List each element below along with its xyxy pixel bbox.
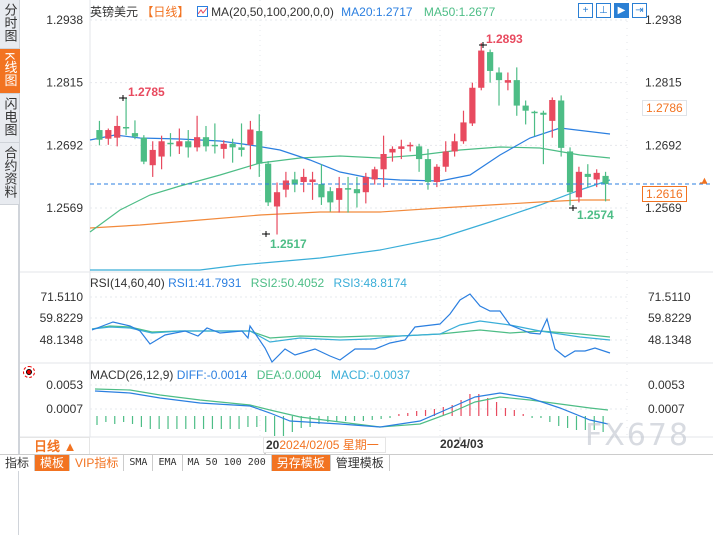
svg-text:1.2938: 1.2938 <box>46 13 83 27</box>
rsi-params: RSI(14,60,40) <box>90 276 165 290</box>
svg-text:71.5110: 71.5110 <box>41 290 84 304</box>
svg-text:1.2574: 1.2574 <box>577 208 614 222</box>
svg-text:1.2815: 1.2815 <box>46 76 83 90</box>
svg-text:1.2692: 1.2692 <box>645 138 682 152</box>
macd-legend: MACD(26,12,9) DIFF:-0.0014 DEA:0.0004 MA… <box>90 368 410 382</box>
left-tab-blank <box>0 204 19 535</box>
watermark: FX678 <box>585 418 691 453</box>
template-button[interactable]: 模板 <box>35 455 71 471</box>
rsi1-value: RSI1:41.7931 <box>168 276 242 290</box>
svg-text:59.8229: 59.8229 <box>40 311 84 325</box>
indicator-button[interactable]: 指标 <box>0 455 36 471</box>
tab-contract-info[interactable]: 合约资料 <box>0 143 20 205</box>
rsi3-value: RSI3:48.8174 <box>333 276 407 290</box>
ma-icon <box>196 6 208 17</box>
main-legend: 英镑美元 【日线】 MA(20,50,100,200,0,0) MA20:1.2… <box>90 3 495 20</box>
svg-text:1.2569: 1.2569 <box>46 201 83 215</box>
svg-text:48.1348: 48.1348 <box>40 333 84 347</box>
manage-template-button[interactable]: 管理模板 <box>331 455 390 471</box>
dea-value: DEA:0.0004 <box>256 368 322 382</box>
left-tab-bar: 分时图 K线图 闪电图 合约资料 <box>0 0 20 535</box>
tab-flash[interactable]: 闪电图 <box>0 94 20 143</box>
fit-icon[interactable]: ▶ <box>614 3 629 18</box>
chart-area[interactable]: 1.2938 1.2938 1.2815 1.2815 1.2692 1.2692 1.25… <box>20 0 713 454</box>
current-price-tag: 1.2616 <box>642 186 687 202</box>
month-label: 2024/03 <box>440 437 484 451</box>
macd-settings-icon[interactable] <box>23 366 35 378</box>
macd-value: MACD:-0.0037 <box>330 368 411 382</box>
svg-text:1.2815: 1.2815 <box>645 76 682 90</box>
macd-params: MACD(26,12,9) <box>90 368 174 382</box>
period-selector[interactable]: 日线 ▲ <box>20 437 90 454</box>
svg-text:59.8229: 59.8229 <box>648 311 692 325</box>
period-label: 【日线】 <box>141 5 190 19</box>
chart-toolbar: + ⊥ ▶ ⇥ <box>578 3 647 18</box>
svg-text:1.2785: 1.2785 <box>128 85 165 99</box>
date-prefix: 20 <box>266 438 280 452</box>
rsi2-value: RSI2:50.4052 <box>250 276 325 290</box>
bottom-toolbar: 指标 模板 VIP指标 SMA EMA MA 50 100 200 另存模板 管… <box>0 454 713 471</box>
crosshair-icon[interactable]: + <box>578 3 593 18</box>
ma20-value: MA20:1.2717 <box>341 5 413 19</box>
zoom-range-icon[interactable]: ⊥ <box>596 3 611 18</box>
tab-kline[interactable]: K线图 <box>0 49 20 94</box>
tab-timeshare[interactable]: 分时图 <box>0 0 20 49</box>
svg-text:1.2569: 1.2569 <box>645 201 682 215</box>
svg-text:0.0007: 0.0007 <box>648 402 685 416</box>
svg-text:1.2692: 1.2692 <box>46 138 83 152</box>
ema-button[interactable]: EMA <box>153 455 183 471</box>
svg-text:0.0007: 0.0007 <box>46 402 83 416</box>
ma-50-100-200-button[interactable]: MA 50 100 200 <box>183 455 272 471</box>
svg-text:0.0053: 0.0053 <box>648 378 685 392</box>
scroll-right-icon[interactable]: ⇥ <box>632 3 647 18</box>
svg-text:48.1348: 48.1348 <box>648 333 692 347</box>
svg-text:1.2517: 1.2517 <box>270 237 307 251</box>
svg-text:71.5110: 71.5110 <box>648 290 691 304</box>
rsi-legend: RSI(14,60,40) RSI1:41.7931 RSI2:50.4052 … <box>90 276 407 290</box>
date-value: 2024/02/05 星期一 <box>279 438 379 452</box>
diff-value: DIFF:-0.0014 <box>176 368 248 382</box>
chart-canvas[interactable]: 1.2938 1.2938 1.2815 1.2815 1.2692 1.2692 1.25… <box>20 0 713 454</box>
ma50-value: MA50:1.2677 <box>423 5 496 19</box>
crosshair-date: 202024/02/05 星期一 <box>263 437 386 453</box>
svg-text:0.0053: 0.0053 <box>46 378 83 392</box>
svg-text:1.2938: 1.2938 <box>645 13 682 27</box>
save-template-button[interactable]: 另存模板 <box>271 455 331 471</box>
high-price-tag: 1.2786 <box>642 100 687 116</box>
svg-text:1.2893: 1.2893 <box>486 32 523 46</box>
vip-indicator-button[interactable]: VIP指标 <box>70 455 125 471</box>
expand-up-icon[interactable]: ▲ ▔ <box>700 175 709 193</box>
ma-params: MA(20,50,100,200,0,0) <box>211 5 334 19</box>
sma-button[interactable]: SMA <box>124 455 154 471</box>
symbol-name: 英镑美元 <box>90 5 139 19</box>
